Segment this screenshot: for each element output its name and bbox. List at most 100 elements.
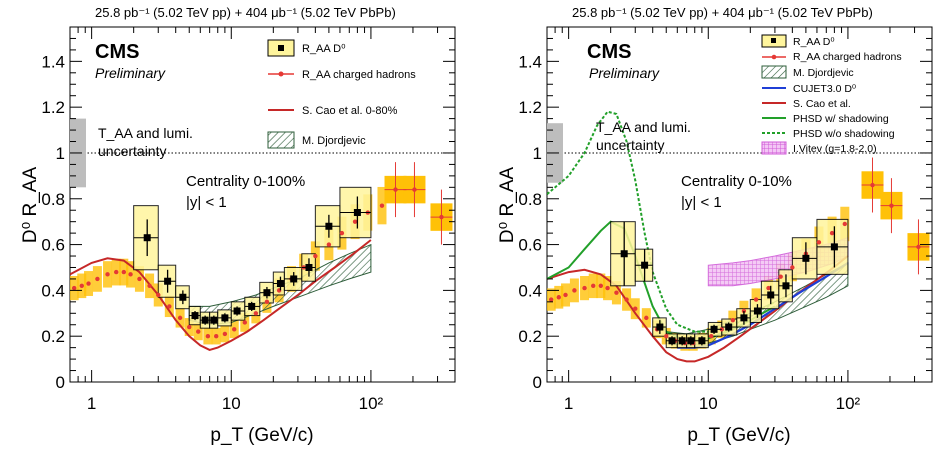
charged-hadron-marker (644, 315, 649, 321)
legend-entry-vitev: I.Vitev (g=1.8-2.0) (761, 141, 877, 155)
legend-entry-djordjevic: M. Djordjevic (761, 65, 854, 79)
charged-hadron-marker (121, 269, 127, 275)
cao-curve (70, 239, 372, 351)
legend-d0-label: R_AA D⁰ (302, 43, 346, 55)
legend-cao-label: S. Cao et al. 0-80% (302, 105, 398, 117)
d0-marker (656, 323, 664, 331)
charged-hadron-marker (753, 297, 759, 302)
d0-marker (802, 254, 810, 262)
charged-hadron-marker (379, 203, 385, 208)
y-tick-label: 0.8 (41, 190, 65, 209)
chart-content (547, 110, 932, 363)
charged-hadron-marker (105, 272, 110, 277)
legend-entry-cao: S. Cao et al. (762, 98, 851, 110)
y-tick-label: 1 (533, 144, 542, 163)
d0-marker (143, 234, 151, 242)
x-tick-label: 10 (699, 394, 718, 413)
legend-vitev-symbol (761, 141, 787, 155)
norm-label-line2: uncertainty (596, 137, 664, 153)
d0-marker (248, 302, 256, 310)
charged-hadron-marker (232, 327, 237, 332)
legend-djordjevic-symbol (761, 65, 787, 79)
panel-centrality-0-10: 25.8 pb⁻¹ (5.02 TeV pp) + 404 μb⁻¹ (5.02… (497, 5, 933, 446)
legend-d0-marker (771, 38, 776, 43)
legend-entry-phsd-noshadow: PHSD w/o shadowing (762, 128, 895, 140)
legend-entry-phsd-shadow: PHSD w/ shadowing (762, 113, 889, 125)
y-tick-label: 0.2 (518, 327, 542, 346)
plot-frame (69, 26, 456, 383)
charged-hadron-marker (730, 317, 736, 323)
d0-marker (782, 282, 790, 290)
charged-hadron-marker (916, 244, 921, 250)
charged-hadron-marker (177, 315, 183, 321)
d0-marker (687, 337, 695, 345)
d0-marker (353, 209, 361, 217)
y-axis-label: D⁰ R_AA (497, 167, 518, 244)
charged-hadron-marker (156, 292, 161, 298)
y-tick-label: 0.6 (41, 236, 65, 255)
charged-hadron-marker (352, 219, 358, 224)
charged-hadron-marker (790, 265, 795, 270)
d0-marker (725, 323, 733, 331)
x-tick-label: 1 (87, 394, 96, 413)
d0-marker (668, 337, 676, 345)
d0-marker (164, 277, 172, 285)
norm-label-line1: T_AA and lumi. (98, 125, 193, 141)
charged-hadron-marker (412, 187, 417, 192)
y-tick-label: 1.4 (518, 52, 542, 71)
norm-label-line2: uncertainty (98, 143, 166, 159)
phsd-no-shadowing-curve (547, 110, 776, 333)
y-tick-label: 0 (533, 373, 542, 392)
x-tick-label: 10² (836, 394, 861, 413)
charged-hadron-marker (79, 283, 84, 289)
legend-entry-cujet: CUJET3.0 D⁰ (762, 83, 857, 95)
y-tick-label: 0 (56, 373, 65, 392)
charged-hadron-marker (214, 333, 219, 339)
charged-hadron-marker (326, 242, 332, 247)
legend-charged-marker (278, 71, 284, 77)
charged-hadron-marker (242, 320, 248, 325)
d0-marker (698, 337, 706, 345)
charged-hadron-marker (137, 276, 142, 282)
d0-marker (710, 325, 718, 333)
d0-marker (179, 293, 187, 301)
charged-hadron-marker (548, 297, 554, 302)
legend-phsd-noshadow-label: PHSD w/o shadowing (793, 128, 895, 140)
legend-charged-label: R_AA charged hadrons (302, 69, 416, 81)
legend-djordjevic-label: M. Djordjevic (793, 67, 854, 79)
charged-hadron-marker (147, 283, 152, 289)
preliminary-label: Preliminary (589, 65, 660, 81)
d0-marker (830, 243, 838, 251)
charged-hadron-marker (114, 269, 119, 275)
d0-marker (191, 312, 199, 320)
norm-label-line1: T_AA and lumi. (596, 119, 691, 135)
legend: R_AA D⁰ R_AA charged hadrons M. Djordjev… (761, 34, 902, 155)
y-tick-label: 1 (56, 144, 65, 163)
charged-hadron-marker (664, 333, 669, 339)
charged-hadron-marker (778, 274, 783, 279)
d0-marker (767, 291, 775, 299)
d0-marker (325, 222, 333, 230)
charged-hadron-marker (766, 285, 771, 291)
d0-marker (276, 280, 284, 288)
charged-hadron-marker (339, 230, 345, 236)
plot-frame (546, 26, 933, 383)
legend: R_AA D⁰ R_AA charged hadrons S. Cao et a… (267, 39, 416, 149)
lumi-header: 25.8 pb⁻¹ (5.02 TeV pp) + 404 μb⁻¹ (5.02… (572, 5, 873, 20)
charged-hadron-marker (205, 333, 211, 339)
legend-d0-label: R_AA D⁰ (793, 36, 835, 48)
charged-hadron-marker (633, 306, 638, 311)
rapidity-label: |y| < 1 (186, 194, 227, 211)
legend-cao-label: S. Cao et al. (793, 98, 851, 110)
rapidity-label: |y| < 1 (681, 194, 722, 211)
legend-charged-marker (771, 54, 777, 60)
x-axis-label: p_T (GeV/c) (687, 425, 790, 446)
charged-hadron-marker (709, 333, 714, 339)
charged-hadron-marker (439, 214, 444, 220)
charged-hadron-marker (253, 311, 259, 316)
x-tick-label: 10 (222, 394, 241, 413)
charged-hadron-marker (572, 288, 577, 293)
d0-marker (233, 307, 241, 315)
chart-content (70, 118, 455, 351)
